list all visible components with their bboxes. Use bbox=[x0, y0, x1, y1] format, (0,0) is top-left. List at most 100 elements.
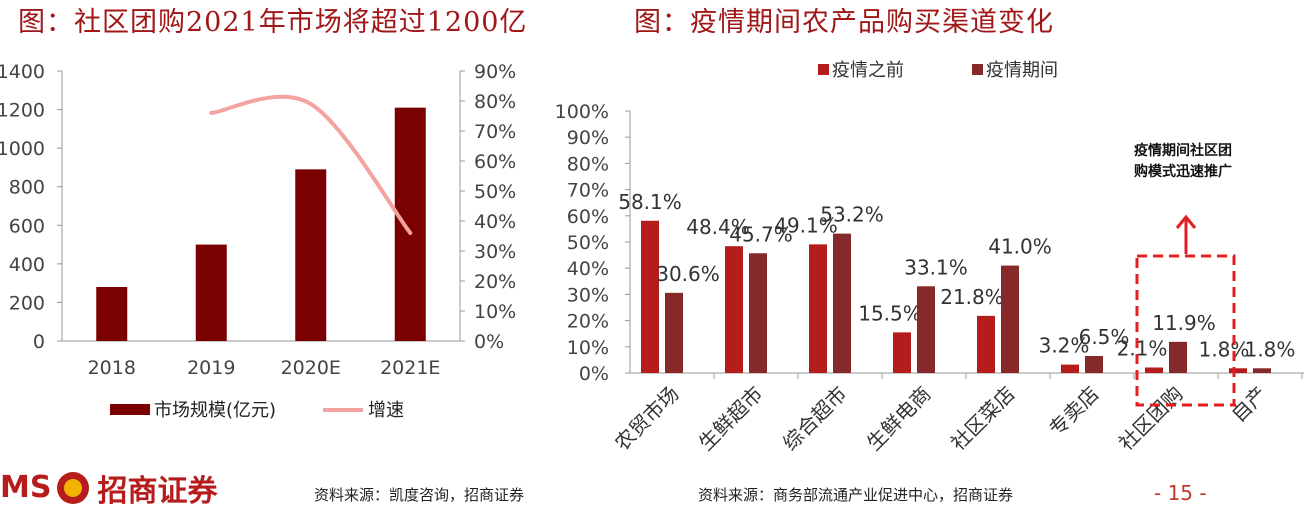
callout-note-line1: 疫情期间社区团 bbox=[1134, 142, 1232, 159]
data-label: 48.4% bbox=[686, 215, 750, 239]
source-note-right: 资料来源：商务部流通产业促进中心，招商证券 bbox=[698, 486, 1014, 504]
y-tick-label: 600 bbox=[9, 215, 45, 237]
y2-tick-label: 20% bbox=[474, 271, 516, 293]
chart-title-left: 图：社区团购2021年市场将超过1200亿 bbox=[18, 7, 528, 38]
data-label: 33.1% bbox=[904, 255, 968, 279]
logo-left-text: MS bbox=[0, 470, 52, 505]
x-tick-label: 社区菜店 bbox=[946, 382, 1020, 456]
bar-before bbox=[1061, 364, 1079, 373]
market-size-bar bbox=[295, 169, 327, 341]
data-label: 15.5% bbox=[858, 301, 922, 325]
bar-before bbox=[641, 220, 659, 373]
y-tick-label: 800 bbox=[9, 177, 45, 199]
y-tick-label: 0% bbox=[579, 363, 609, 385]
legend-label-before: 疫情之前 bbox=[832, 60, 904, 81]
y-tick-label: 50% bbox=[567, 232, 609, 254]
bar-during bbox=[917, 286, 935, 373]
y-tick-label: 40% bbox=[567, 258, 609, 280]
x-tick-label: 综合超市 bbox=[778, 382, 852, 456]
callout-box bbox=[1135, 254, 1236, 407]
y-tick-label: 400 bbox=[9, 254, 45, 276]
callout-note-line2: 购模式迅速推广 bbox=[1134, 163, 1232, 180]
x-tick-label: 2018 bbox=[88, 357, 136, 379]
legend-swatch-before bbox=[818, 64, 829, 75]
legend-label-during: 疫情期间 bbox=[986, 60, 1058, 81]
data-label: 1.8% bbox=[1199, 337, 1250, 361]
bar-before bbox=[809, 244, 827, 373]
x-tick-label: 生鲜超市 bbox=[694, 382, 768, 456]
bar-during bbox=[1253, 368, 1271, 373]
arrow-up-icon bbox=[1175, 214, 1197, 229]
y-tick-label: 1200 bbox=[0, 100, 45, 122]
y2-tick-label: 80% bbox=[474, 91, 516, 113]
logo-emblem-icon bbox=[57, 471, 90, 504]
legend-label-market-size: 市场规模(亿元) bbox=[154, 400, 276, 421]
page-number: - 15 - bbox=[1154, 481, 1207, 505]
bar-during bbox=[665, 292, 683, 373]
x-tick-label: 社区团购 bbox=[1114, 382, 1188, 456]
y2-tick-label: 60% bbox=[474, 151, 516, 173]
bar-during bbox=[1169, 341, 1187, 373]
data-label: 6.5% bbox=[1079, 325, 1130, 349]
data-label: 30.6% bbox=[656, 262, 720, 286]
logo-right-text: 招商证券 bbox=[97, 473, 218, 509]
legend-left: 市场规模(亿元) 增速 bbox=[110, 400, 404, 421]
data-label: 45.7% bbox=[729, 222, 793, 246]
bar-during bbox=[749, 253, 767, 373]
bar-during bbox=[1001, 265, 1019, 373]
y-tick-label: 60% bbox=[567, 206, 609, 228]
y2-tick-label: 50% bbox=[474, 181, 516, 203]
data-label: 2.1% bbox=[1117, 336, 1168, 360]
legend-label-growth: 增速 bbox=[368, 400, 404, 421]
bar-before bbox=[725, 246, 743, 373]
y-tick-label: 100% bbox=[555, 101, 609, 123]
legend-swatch-market-size bbox=[110, 404, 150, 415]
data-label: 1.8% bbox=[1245, 337, 1296, 361]
y2-tick-label: 90% bbox=[474, 61, 516, 83]
x-tick-label: 2019 bbox=[187, 357, 235, 379]
y2-tick-label: 40% bbox=[474, 211, 516, 233]
data-label: 21.8% bbox=[940, 285, 1004, 309]
market-size-chart: 0 200 400 600 800 1000 1200 1400 0% 10% 20% 30% 40% 5… bbox=[0, 61, 516, 421]
y2-tick-label: 0% bbox=[474, 331, 504, 353]
bar-before bbox=[977, 315, 995, 373]
y-tick-label: 80% bbox=[567, 153, 609, 175]
market-size-bar bbox=[96, 287, 128, 341]
market-size-bar bbox=[394, 107, 426, 341]
y-tick-label: 1000 bbox=[0, 138, 45, 160]
x-tick-label: 专卖店 bbox=[1044, 382, 1103, 441]
bar-before bbox=[1145, 367, 1163, 373]
y-tick-label: 10% bbox=[567, 337, 609, 359]
data-label: 53.2% bbox=[820, 203, 884, 227]
x-tick-label: 2021E bbox=[380, 357, 440, 379]
bar-during bbox=[833, 233, 851, 373]
market-size-bar bbox=[195, 244, 227, 341]
y-tick-label: 90% bbox=[567, 127, 609, 149]
data-label: 58.1% bbox=[618, 190, 682, 214]
legend-right: 疫情之前 疫情期间 bbox=[818, 60, 1058, 81]
bar-during bbox=[1085, 355, 1103, 373]
data-label: 11.9% bbox=[1152, 311, 1216, 335]
logo: MS 招商证券 bbox=[0, 470, 217, 509]
legend-swatch-during bbox=[972, 64, 983, 75]
y-tick-label: 20% bbox=[567, 311, 609, 333]
y-tick-label: 0 bbox=[33, 331, 45, 353]
bar-before bbox=[1229, 368, 1247, 373]
chart-title-right: 图：疫情期间农产品购买渠道变化 bbox=[634, 7, 1054, 38]
growth-rate-line bbox=[209, 94, 413, 235]
purchase-channel-chart: 0% 10% 20% 30% 40% 50% 60% 70% 80% 90% 100% 58.1%48… bbox=[555, 60, 1304, 456]
data-label: 41.0% bbox=[988, 235, 1052, 259]
x-tick-label: 2020E bbox=[281, 357, 341, 379]
y-tick-label: 70% bbox=[567, 180, 609, 202]
y2-tick-label: 30% bbox=[474, 241, 516, 263]
y-tick-label: 30% bbox=[567, 284, 609, 306]
y2-tick-label: 10% bbox=[474, 301, 516, 323]
data-label: 3.2% bbox=[1039, 334, 1090, 358]
x-tick-label: 生鲜电商 bbox=[862, 382, 936, 456]
y-tick-label: 1400 bbox=[0, 61, 45, 83]
data-label: 49.1% bbox=[774, 213, 838, 237]
y2-tick-label: 70% bbox=[474, 121, 516, 143]
y-tick-label: 200 bbox=[9, 292, 45, 314]
bar-before bbox=[893, 332, 911, 373]
x-tick-label: 农贸市场 bbox=[610, 382, 684, 456]
